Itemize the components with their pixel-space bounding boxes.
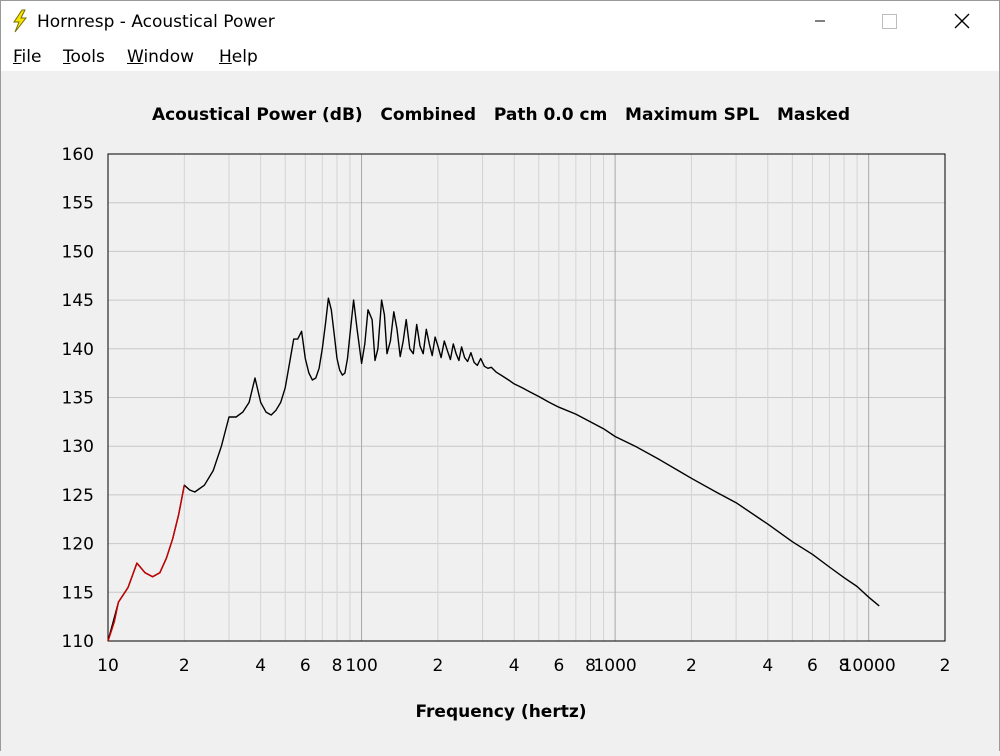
menu-help[interactable]: Help xyxy=(219,47,258,67)
y-tick-label: 155 xyxy=(62,194,94,214)
y-tick-label: 150 xyxy=(62,242,94,262)
title-bar[interactable]: Hornresp - Acoustical Power xyxy=(1,1,999,41)
x-tick-label: 4 xyxy=(255,656,266,676)
x-tick-label: 2 xyxy=(686,656,697,676)
y-tick-label: 160 xyxy=(62,145,94,165)
y-tick-label: 120 xyxy=(62,535,94,555)
x-tick-label: 10 xyxy=(97,656,119,676)
y-tick-label: 110 xyxy=(62,632,94,652)
acoustical-power-chart: 110 115 120 125 130 135 140 145 150 155 160 10 2 4 6 8… xyxy=(62,105,951,722)
power-response-line xyxy=(107,297,880,642)
close-icon xyxy=(954,13,970,29)
y-tick-label: 125 xyxy=(62,486,94,506)
x-tick-label: 2 xyxy=(940,656,951,676)
x-tick-label: 2 xyxy=(179,656,190,676)
minimize-button[interactable] xyxy=(797,1,843,41)
x-axis-label: Frequency (hertz) xyxy=(416,702,587,722)
plot-frame xyxy=(107,153,946,642)
minimize-icon xyxy=(815,20,825,22)
x-tick-label: 10000 xyxy=(842,656,896,676)
y-tick-label: 130 xyxy=(62,437,94,457)
x-tick-label: 8 xyxy=(585,656,596,676)
chart-area: 110 115 120 125 130 135 140 145 150 155 160 10 2 4 6 8… xyxy=(1,71,999,751)
menu-file[interactable]: File xyxy=(13,47,42,67)
x-tick-label: 6 xyxy=(807,656,818,676)
maximize-icon xyxy=(882,14,897,29)
close-button[interactable] xyxy=(939,1,985,41)
menu-window[interactable]: Window xyxy=(127,47,195,67)
y-tick-label: 145 xyxy=(62,291,94,311)
chart-title: Acoustical Power (dB) Combined Path 0.0 … xyxy=(152,105,850,125)
x-tick-label: 6 xyxy=(553,656,564,676)
menu-tools[interactable]: Tools xyxy=(63,47,105,67)
x-tick-label: 8 xyxy=(839,656,850,676)
x-tick-label: 4 xyxy=(762,656,773,676)
maximize-button[interactable] xyxy=(867,1,913,41)
y-tick-label: 135 xyxy=(62,389,94,409)
chart-grid xyxy=(108,153,946,642)
x-tick-label: 4 xyxy=(509,656,520,676)
menu-bar: File Tools Window Help xyxy=(1,41,999,71)
x-tick-label: 2 xyxy=(432,656,443,676)
masked-response-segment xyxy=(107,485,185,642)
x-tick-label: 1000 xyxy=(593,656,636,676)
y-tick-label: 115 xyxy=(62,583,94,603)
lightning-bolt-icon xyxy=(13,9,28,33)
y-tick-label: 140 xyxy=(62,340,94,360)
x-tick-label: 8 xyxy=(332,656,343,676)
x-tick-label: 100 xyxy=(345,656,377,676)
window-title: Hornresp - Acoustical Power xyxy=(37,12,275,32)
x-tick-label: 6 xyxy=(300,656,311,676)
